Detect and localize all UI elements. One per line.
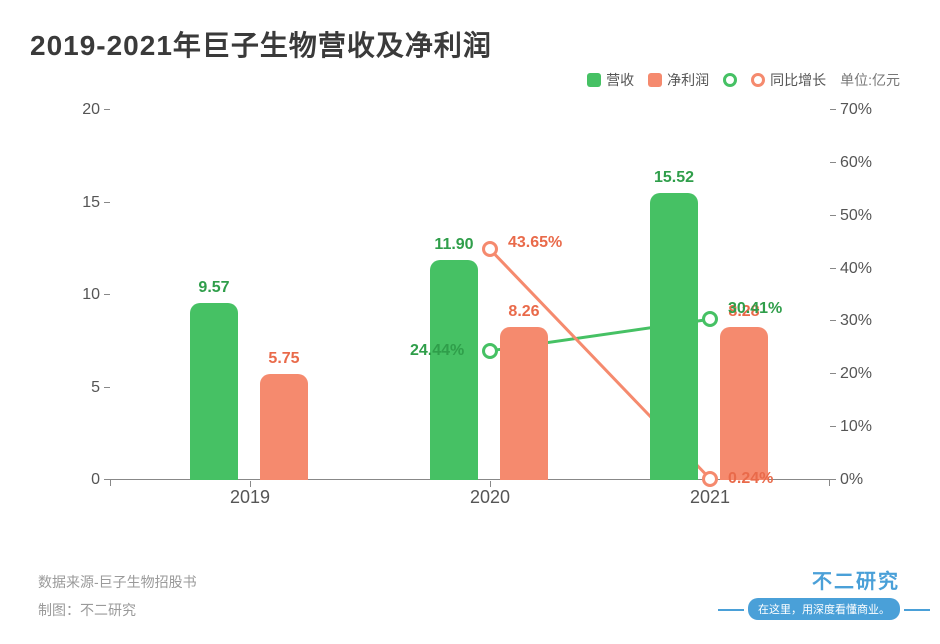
- line-value-label: 43.65%: [508, 234, 562, 252]
- bar-revenue: 11.90: [430, 260, 478, 480]
- bar-netprofit-label: 5.75: [260, 350, 308, 368]
- line-value-label: 30.41%: [728, 300, 782, 318]
- chart: 0 5 10 15 20 0% 10% 20% 30% 40% 50% 60% 70% 9.57 5.75 2…: [70, 100, 870, 520]
- bar-netprofit: 8.28: [720, 327, 768, 480]
- plot-area: 051015200%10%20%30%40%50%60%70%9.575.752…: [110, 110, 830, 480]
- legend-unit: 单位:亿元: [840, 70, 900, 90]
- page-title: 2019-2021年巨子生物营收及净利润: [30, 24, 910, 64]
- ytick-right: 10%: [840, 418, 872, 436]
- legend-netprofit: 净利润: [648, 70, 709, 90]
- bar-revenue-label: 11.90: [430, 236, 478, 254]
- line-marker: [482, 343, 498, 359]
- x-category-label: 2020: [400, 487, 580, 508]
- ytick-right: 20%: [840, 365, 872, 383]
- ytick-right: 50%: [840, 207, 872, 225]
- ytick-right: 60%: [840, 154, 872, 172]
- bar-netprofit: 5.75: [260, 374, 308, 480]
- bar-revenue: 9.57: [190, 303, 238, 480]
- ytick-right: 70%: [840, 101, 872, 119]
- line-value-label: 0.24%: [728, 470, 773, 488]
- ytick-left: 15: [82, 194, 100, 212]
- brand-name: 不二研究: [748, 565, 900, 594]
- legend-revenue-label: 营收: [606, 70, 634, 90]
- ytick-right: 40%: [840, 260, 872, 278]
- legend-growth-rev: [723, 73, 737, 87]
- ytick-right: 30%: [840, 312, 872, 330]
- x-category-label: 2019: [160, 487, 340, 508]
- legend-growth-label: 同比增长: [770, 70, 826, 90]
- ytick-left: 5: [91, 379, 100, 397]
- footer: 数据来源-巨子生物招股书 制图：不二研究: [38, 568, 197, 624]
- bar-netprofit: 8.26: [500, 327, 548, 480]
- line-marker: [702, 311, 718, 327]
- ytick-left: 20: [82, 101, 100, 119]
- legend-growth-np: 同比增长: [751, 70, 826, 90]
- line-marker: [482, 241, 498, 257]
- ytick-left: 10: [82, 286, 100, 304]
- bar-revenue: 15.52: [650, 193, 698, 480]
- bar-revenue-label: 15.52: [650, 169, 698, 187]
- bar-netprofit-label: 8.26: [500, 303, 548, 321]
- brand: 不二研究 在这里，用深度看懂商业。: [748, 565, 900, 620]
- ytick-left: 0: [91, 471, 100, 489]
- legend-revenue: 营收: [587, 70, 634, 90]
- line-marker: [702, 471, 718, 487]
- bar-revenue-label: 9.57: [190, 279, 238, 297]
- line-value-label: 24.44%: [410, 342, 464, 360]
- x-category-label: 2021: [620, 487, 800, 508]
- ytick-right: 0%: [840, 471, 863, 489]
- footer-maker: 制图：不二研究: [38, 596, 197, 624]
- brand-slogan: 在这里，用深度看懂商业。: [748, 598, 900, 620]
- legend: 营收 净利润 同比增长 单位:亿元: [587, 70, 900, 90]
- legend-netprofit-label: 净利润: [667, 70, 709, 90]
- footer-source: 数据来源-巨子生物招股书: [38, 568, 197, 596]
